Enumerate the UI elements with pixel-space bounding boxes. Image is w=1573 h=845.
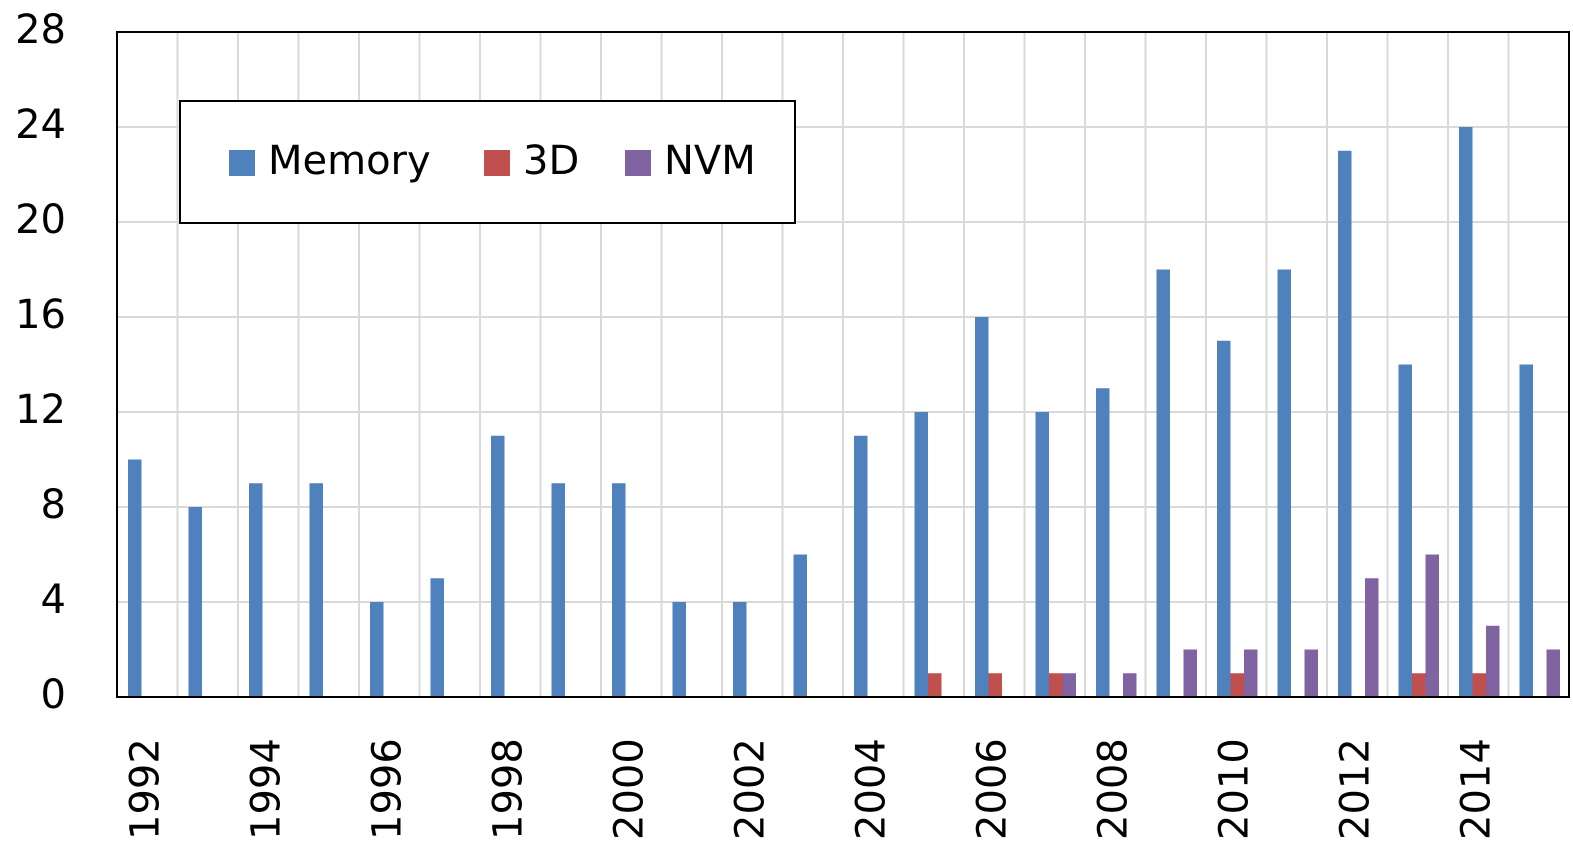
bar	[1425, 554, 1439, 697]
bar	[1230, 673, 1244, 697]
legend-label: 3D	[523, 138, 579, 184]
bar	[1519, 364, 1533, 697]
bar	[1123, 673, 1137, 697]
y-tick-label: 24	[15, 102, 66, 148]
x-tick-label: 1996	[364, 738, 410, 840]
bar	[672, 602, 686, 697]
plot-border	[116, 31, 1570, 698]
x-tick-label: 2002	[727, 738, 773, 840]
y-tick-label: 12	[15, 387, 66, 433]
bar	[1338, 150, 1352, 697]
x-tick-label: 2010	[1211, 738, 1257, 840]
bar	[1217, 340, 1231, 697]
bar	[370, 602, 384, 697]
legend-label: NVM	[664, 138, 756, 184]
bar	[975, 317, 989, 697]
bar	[1049, 673, 1063, 697]
legend-label: Memory	[268, 138, 431, 184]
y-tick-label: 28	[15, 7, 66, 53]
x-tick-label: 1998	[485, 738, 531, 840]
bar	[1035, 412, 1049, 697]
bar	[249, 483, 263, 697]
bar	[1062, 673, 1076, 697]
bar	[128, 459, 142, 697]
bar	[1398, 364, 1412, 697]
bar	[1244, 649, 1258, 697]
x-tick-label: 2000	[606, 738, 652, 840]
y-tick-label: 4	[41, 577, 66, 623]
y-tick-label: 8	[41, 482, 66, 528]
bar	[1365, 578, 1379, 697]
x-tick-label: 1994	[243, 738, 289, 840]
x-tick-label: 2014	[1453, 738, 1499, 840]
bar	[1277, 269, 1291, 697]
bar	[491, 435, 505, 697]
bar	[1412, 673, 1426, 697]
bar	[1183, 649, 1197, 697]
bar	[430, 578, 444, 697]
x-tick-label: 2004	[848, 738, 894, 840]
bar	[988, 673, 1002, 697]
bar	[1459, 127, 1473, 697]
y-tick-label: 0	[41, 672, 66, 718]
x-tick-label: 2012	[1332, 738, 1378, 840]
legend-swatch	[229, 150, 255, 176]
bar	[1546, 649, 1560, 697]
bar	[854, 435, 868, 697]
legend-swatch	[625, 150, 651, 176]
bar	[793, 554, 807, 697]
bar	[1156, 269, 1170, 697]
bar	[1486, 625, 1500, 697]
bar	[309, 483, 323, 697]
x-tick-label: 1992	[122, 738, 168, 840]
bar	[733, 602, 747, 697]
bar	[612, 483, 626, 697]
bar	[1096, 388, 1110, 697]
bar	[1304, 649, 1318, 697]
bar	[914, 412, 928, 697]
bar	[1472, 673, 1486, 697]
x-tick-label: 2008	[1090, 738, 1136, 840]
bar	[928, 673, 942, 697]
x-tick-label: 2006	[969, 738, 1015, 840]
y-tick-label: 16	[15, 292, 66, 338]
y-tick-label: 20	[15, 197, 66, 243]
bar	[551, 483, 565, 697]
legend-swatch	[484, 150, 510, 176]
bar	[188, 507, 202, 697]
